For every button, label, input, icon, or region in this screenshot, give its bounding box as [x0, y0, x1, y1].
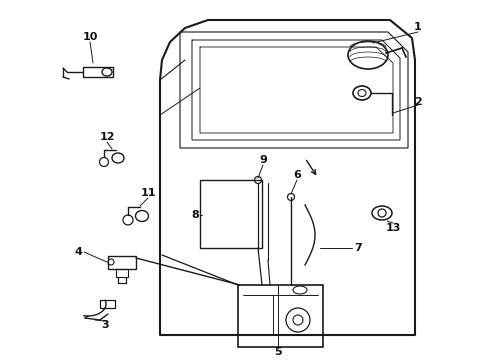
Text: 1: 1 [414, 22, 422, 32]
Text: 6: 6 [293, 170, 301, 180]
Bar [200, 180, 262, 248]
Bar [238, 285, 323, 347]
Text: 2: 2 [414, 97, 422, 107]
Text: 9: 9 [259, 155, 267, 165]
Text: 13: 13 [385, 223, 401, 233]
Text: 4: 4 [74, 247, 82, 257]
Text: 5: 5 [274, 347, 282, 357]
Text: 7: 7 [354, 243, 362, 253]
Text: 12: 12 [99, 132, 115, 142]
Text: 10: 10 [82, 32, 98, 42]
Text: 11: 11 [140, 188, 156, 198]
Text: 3: 3 [101, 320, 109, 330]
Text: 8: 8 [191, 210, 199, 220]
